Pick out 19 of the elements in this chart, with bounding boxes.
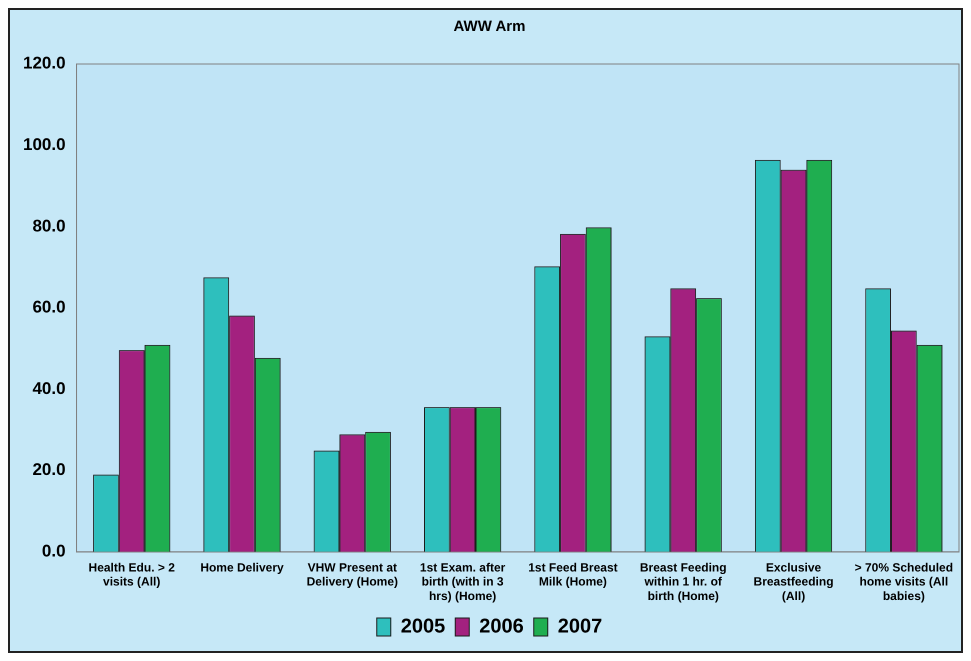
legend-label: 2006	[479, 616, 524, 638]
x-tick-label: Breast Feeding within 1 hr. of birth (Home)	[640, 560, 727, 604]
y-tick-label: 60.0	[32, 298, 66, 317]
legend-label: 2007	[558, 616, 602, 638]
y-tick-label: 40.0	[32, 378, 66, 398]
chart-title: AWW Arm	[454, 18, 526, 36]
y-tick-label: 120.0	[22, 54, 66, 73]
y-tick-label: 20.0	[32, 460, 66, 480]
x-tick-label: Exclusive Breastfeeding (All)	[754, 560, 834, 604]
x-tick-label: Health Edu. > 2 visits (All)	[88, 560, 176, 589]
legend-label: 2005	[400, 616, 446, 638]
y-tick-label: 80.0	[32, 216, 66, 236]
x-tick-label: > 70% Scheduled home visits (All babies)	[854, 560, 954, 604]
x-tick-label: 1st Feed Breast Milk (Home)	[528, 560, 618, 589]
y-tick-label: 100.0	[22, 134, 66, 154]
y-tick-label: 0.0	[42, 541, 66, 560]
x-tick-label: VHW Present at Delivery (Home)	[306, 560, 398, 589]
x-tick-label: 1st Exam. after birth (with in 3 hrs) (Home)	[420, 560, 506, 604]
x-tick-label: Home Delivery	[200, 560, 284, 574]
